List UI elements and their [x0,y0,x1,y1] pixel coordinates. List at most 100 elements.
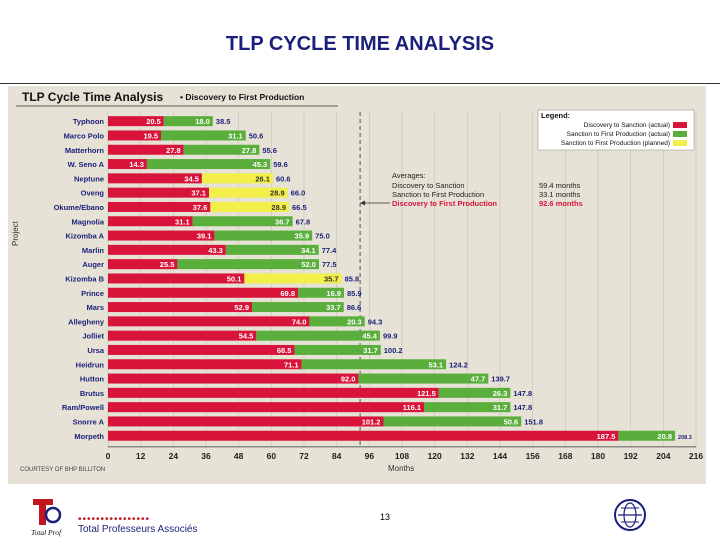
bar-sanction [108,116,164,127]
bar-sanction [108,416,384,427]
bar-sanction [108,159,147,170]
value-label-sanction: 187.5 [597,432,616,441]
project-row: Magnolia 31.1 36.7 67.8 [71,216,311,227]
project-label: Prince [81,289,104,298]
value-label-sanction: 37.6 [193,203,208,212]
bar-sanction [108,302,253,313]
value-label-production: 35.7 [324,274,339,283]
bar-sanction [108,402,425,413]
bar-production [301,359,447,370]
bar-production [298,287,345,298]
value-label-sanction: 14.3 [129,160,144,169]
project-label: Oveng [81,189,105,198]
value-label-production: 47.7 [471,375,486,384]
logo-text: Total Prof [31,528,62,537]
bar-production [146,159,271,170]
value-label-sanction: 50.1 [227,274,242,283]
bar-sanction [108,359,302,370]
project-row: Prince 69.8 16.9 85.9 [81,287,362,298]
avg-value-sanction: 59.4 months [539,181,581,190]
bar-sanction [108,244,226,255]
project-row: Kizomba A 39.1 35.9 75.0 [66,230,330,241]
project-label: Brutus [80,389,104,398]
value-label-total: 147.8 [513,389,532,398]
bar-production-planned [208,187,288,198]
x-tick-label: 0 [106,451,111,461]
x-tick-label: 60 [267,451,277,461]
project-row: Allegheny 74.0 20.3 94.3 [68,316,382,327]
company-name: Total Professeurs Associés [78,524,198,535]
value-label-production: 33.7 [326,303,341,312]
project-label: Allegheny [68,317,105,326]
cycle-time-chart: TLP Cycle Time Analysis • Discovery to F… [8,86,706,484]
legend-title: Legend: [541,111,570,120]
value-label-production: 31.7 [493,403,508,412]
value-label-total: 85.9 [347,289,362,298]
value-label-total: 139.7 [491,375,510,384]
value-label-sanction: 39.1 [197,232,212,241]
project-label: Ram/Powell [62,403,104,412]
value-label-production: 16.9 [326,289,341,298]
bar-production [214,230,313,241]
bars: Typhoon 20.5 18.0 38.5 Marco Polo 19.5 31.1 50.… [54,116,692,441]
value-label-production: 20.8 [657,432,672,441]
x-tick-label: 36 [201,451,211,461]
value-label-sanction: 25.5 [160,260,175,269]
project-label: Ursa [87,346,105,355]
bar-sanction [108,373,359,384]
value-label-sanction: 27.8 [166,146,181,155]
value-label-total: 77.4 [322,246,337,255]
value-label-production: 31.7 [363,346,378,355]
value-label-sanction: 31.1 [175,217,190,226]
bar-production [309,316,365,327]
value-label-total: 66.0 [291,189,306,198]
chart-source: COURTESY OF BHP BILLITON [20,467,105,473]
value-label-total: 67.8 [296,217,311,226]
x-tick-label: 168 [558,451,572,461]
value-label-sanction: 37.1 [191,189,206,198]
value-label-total: 60.6 [276,174,291,183]
project-row: Neptune 34.5 26.1 60.6 [74,173,291,184]
x-tick-label: 204 [656,451,670,461]
project-label: Marco Polo [64,131,105,140]
value-label-total: 208.3 [678,435,692,441]
value-label-sanction: 101.2 [362,417,381,426]
avg-label-sanction: Discovery to Sanction [392,181,465,190]
page-number: 13 [380,512,391,522]
project-row: Morpeth 187.5 20.8 208.3 [74,430,692,441]
average-arrow-head [360,200,366,206]
project-label: Kizomba A [66,232,105,241]
project-label: Mars [86,303,104,312]
project-row: Brutus 121.5 26.3 147.8 [80,387,532,398]
project-row: Kizomba B 50.1 35.7 85.8 [65,273,359,284]
project-row: Typhoon 20.5 18.0 38.5 [73,116,230,127]
value-label-production: 26.3 [493,389,508,398]
value-label-sanction: 71.1 [284,360,299,369]
x-tick-label: 72 [299,451,309,461]
bar-sanction [108,273,245,284]
bar-sanction [108,330,257,341]
bar-sanction [108,287,299,298]
avg-value-total: 92.6 months [539,199,583,208]
project-label: Snorre A [73,417,105,426]
project-label: Neptune [74,174,104,183]
value-label-total: 59.6 [273,160,288,169]
project-label: W. Seno A [68,160,105,169]
project-label: Marlin [82,246,105,255]
logo-stem [39,499,46,525]
project-row: Auger 25.5 52.0 77.5 [82,259,337,270]
value-label-total: 100.2 [384,346,403,355]
seal-outer-ring [614,499,646,531]
project-label: Auger [82,260,104,269]
value-label-production: 18.0 [195,117,210,126]
project-row: Marco Polo 19.5 31.1 50.6 [64,130,263,141]
x-tick-label: 108 [395,451,409,461]
value-label-sanction: 54.5 [239,332,254,341]
value-label-production: 53.1 [428,360,443,369]
value-label-sanction: 74.0 [292,317,307,326]
project-row: Matterhorn 27.8 27.8 55.6 [65,144,277,155]
averages-title: Averages: [392,171,426,180]
project-label: Kizomba B [65,274,104,283]
project-row: Heidrun 71.1 53.1 124.2 [76,359,468,370]
logo-ring [44,506,62,524]
